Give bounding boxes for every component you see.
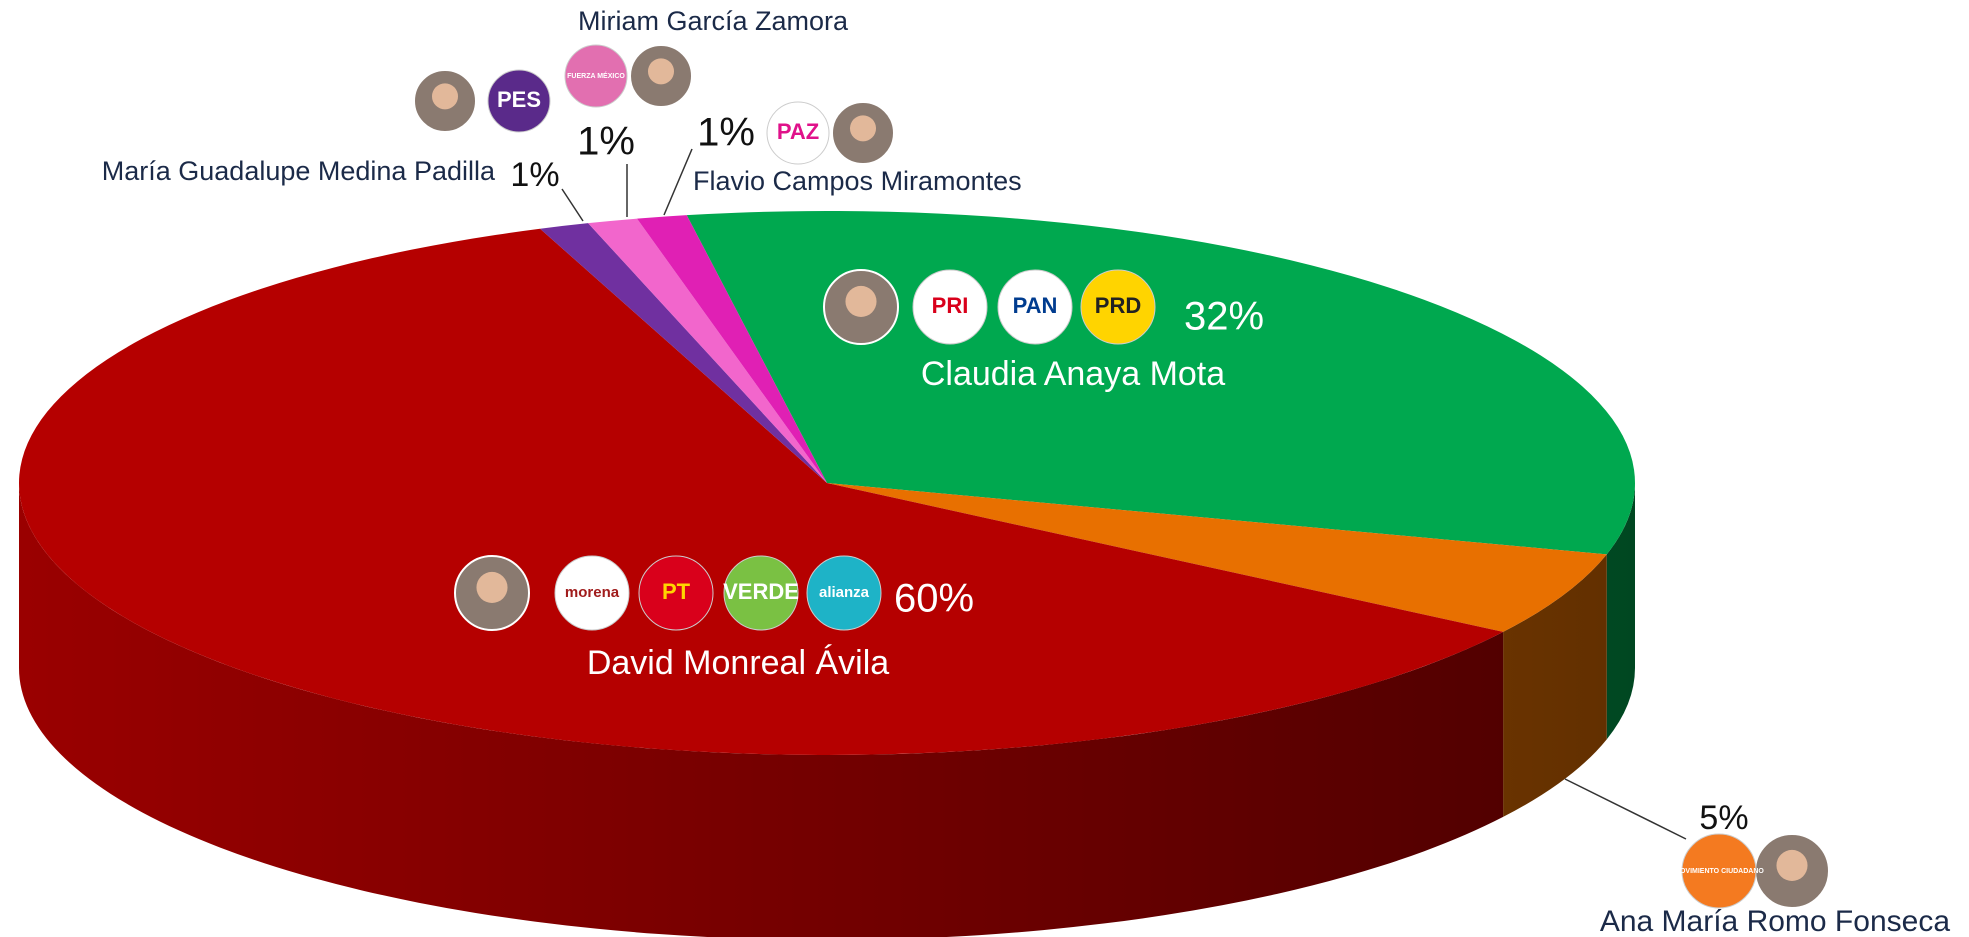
party-logo-text: PES (497, 87, 541, 112)
candidate-photo-face (849, 115, 877, 142)
value-label: 1% (510, 156, 559, 194)
party-logo-text: MOVIMIENTO CIUDADANO (1674, 868, 1764, 875)
party-logo (1681, 833, 1757, 909)
pie-side (1503, 554, 1607, 817)
pie-sides (19, 483, 1635, 937)
party-logo (638, 555, 714, 631)
candidate-name: Flavio Campos Miramontes (693, 166, 1022, 196)
party-logo-text: FUERZA MÉXICO (567, 71, 625, 80)
party-logo-text: PRD (1095, 293, 1141, 318)
value-label: 5% (1699, 799, 1748, 837)
party-logo (487, 69, 551, 133)
pie-slice (827, 483, 1607, 632)
party-logo-text: PRI (932, 293, 969, 318)
pie-slice (588, 218, 827, 484)
pie-slice (637, 215, 827, 483)
pie-side (19, 483, 1504, 937)
leader-line (561, 188, 584, 222)
party-logo (554, 555, 630, 631)
candidate-name: Claudia Anaya Mota (921, 355, 1225, 393)
party-logo (564, 44, 628, 108)
value-label: 32% (1184, 295, 1264, 339)
party-logo-text: PAZ (777, 119, 819, 144)
party-logo-text: VERDE (723, 579, 799, 604)
candidate-photo-face (647, 58, 675, 85)
candidate-photo-face (1776, 849, 1808, 881)
value-label: 1% (577, 120, 635, 164)
party-logo-text: PAN (1013, 293, 1058, 318)
party-logo-text: alianza (819, 584, 870, 601)
party-logo (912, 269, 988, 345)
candidate-name: Ana María Romo Fonseca (1600, 905, 1950, 937)
pie-side (1606, 483, 1635, 740)
candidate-photo-face (431, 83, 459, 110)
party-logo-text: PT (662, 579, 691, 604)
party-logo (766, 101, 830, 165)
candidate-name: María Guadalupe Medina Padilla (102, 156, 496, 186)
candidate-photo-face (476, 571, 508, 603)
leader-line (663, 148, 693, 216)
pie-slice (540, 223, 827, 483)
candidate-name: Miriam García Zamora (578, 6, 849, 36)
party-logo-text: morena (565, 584, 620, 601)
value-label: 60% (894, 577, 974, 621)
party-logo (997, 269, 1073, 345)
leader-line (1564, 778, 1687, 840)
candidate-name: David Monreal Ávila (587, 644, 889, 682)
party-logo (723, 555, 799, 631)
value-label: 1% (697, 111, 755, 155)
candidate-photo-face (845, 285, 877, 317)
pie-slice (18, 228, 1504, 755)
party-logo (806, 555, 882, 631)
party-logo (1080, 269, 1156, 345)
